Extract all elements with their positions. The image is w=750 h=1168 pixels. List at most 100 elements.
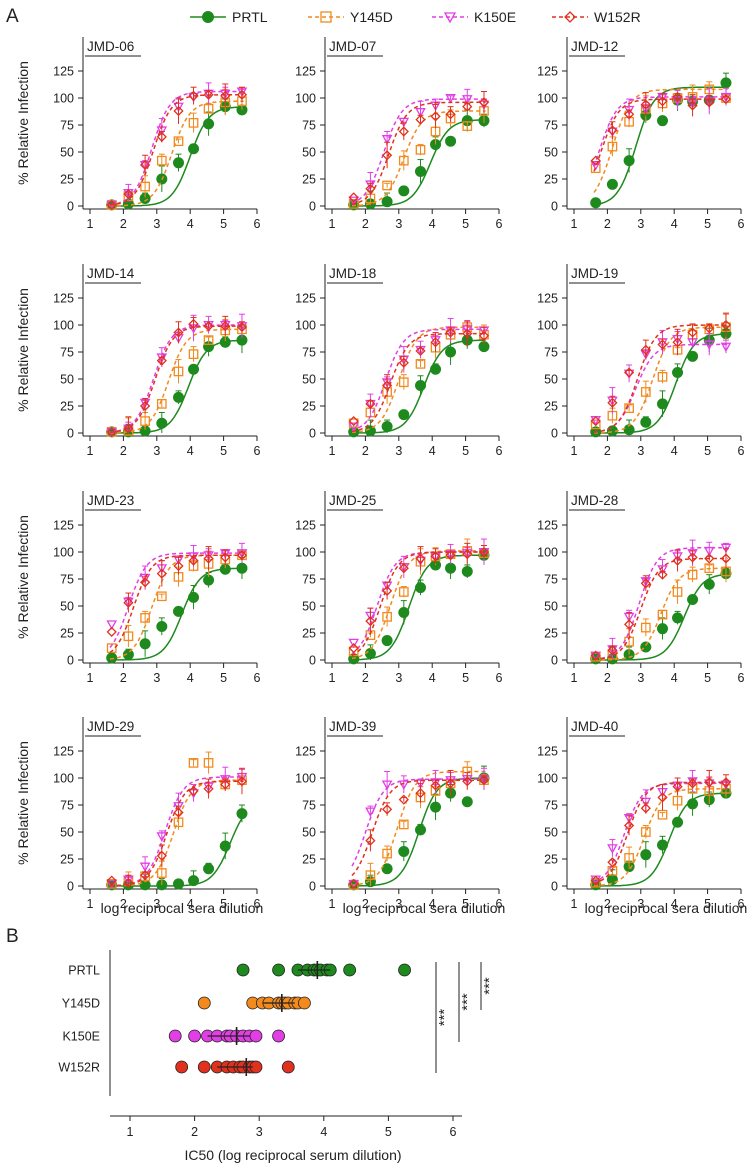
data-point-w152r xyxy=(173,807,184,818)
x-tick-label: 5 xyxy=(704,217,711,231)
data-point-prtl xyxy=(188,591,200,603)
y-tick-label: 0 xyxy=(551,427,558,441)
data-point-prtl xyxy=(445,562,457,574)
data-point-w152r xyxy=(623,820,635,831)
data-point-w152r xyxy=(173,560,184,572)
x-axis-title-col-2: log reciprocal sera dilution xyxy=(343,900,506,916)
data-point-prtl xyxy=(672,612,684,624)
data-point-w152r xyxy=(139,400,151,412)
ic50-x-tick-label: 2 xyxy=(191,1125,198,1139)
x-tick-label: 2 xyxy=(362,217,369,231)
ic50-category-prtl: PRTL xyxy=(68,964,100,978)
y-tick-label: 125 xyxy=(537,65,558,79)
data-point-w152r xyxy=(590,650,601,661)
data-point-w152r xyxy=(462,776,473,787)
data-point-y145d xyxy=(657,609,668,620)
x-tick-label: 5 xyxy=(462,671,469,685)
data-point-prtl xyxy=(640,849,652,861)
data-point-w152r xyxy=(123,597,134,608)
y-tick-label: 100 xyxy=(53,546,74,560)
data-point-prtl xyxy=(415,582,427,594)
data-point-w152r xyxy=(220,779,231,790)
data-point-w152r xyxy=(672,91,683,103)
ic50-x-axis-title: IC50 (log reciprocal serum dilution) xyxy=(184,1147,401,1163)
fit-curve-prtl xyxy=(594,333,728,434)
data-point-prtl xyxy=(236,808,248,820)
data-point-prtl xyxy=(398,409,410,421)
y-tick-label: 100 xyxy=(295,92,316,106)
data-point-prtl xyxy=(381,421,393,433)
x-tick-label: 1 xyxy=(87,444,94,458)
significance-label: *** xyxy=(459,993,476,1011)
data-point-prtl xyxy=(156,621,168,633)
data-point-y145d xyxy=(415,144,426,155)
x-tick-label: 5 xyxy=(704,444,711,458)
x-tick-label: 6 xyxy=(738,444,745,458)
y-tick-label: 25 xyxy=(302,627,316,641)
ic50-x-tick-label: 4 xyxy=(320,1125,327,1139)
data-point-w152r xyxy=(462,328,473,339)
data-point-y145d xyxy=(203,758,214,768)
data-point-k150e xyxy=(106,620,118,630)
data-point-w152r xyxy=(415,345,426,357)
x-tick-label: 5 xyxy=(462,897,469,911)
data-point-k150e xyxy=(398,780,410,791)
y-tick-label: 0 xyxy=(309,200,316,214)
data-point-k150e xyxy=(461,95,473,105)
data-point-w152r xyxy=(348,416,359,427)
data-point-w152r xyxy=(236,776,248,787)
legend-marker-y145d xyxy=(320,11,332,23)
fit-curve-w152r xyxy=(351,551,486,657)
x-tick-label: 2 xyxy=(120,671,127,685)
x-tick-label: 3 xyxy=(153,671,160,685)
data-point-y145d xyxy=(140,613,150,623)
y-tick-label: 75 xyxy=(302,573,316,587)
curve-panel-jmd-23: 0 25 50 75 100 125 1 2 3 4 5 6 JMD-23 % Relative Infe… xyxy=(15,491,261,685)
data-point-y145d xyxy=(365,870,376,881)
y-tick-label: 25 xyxy=(544,173,558,187)
x-tick-label: 2 xyxy=(604,671,611,685)
x-tick-label: 2 xyxy=(362,671,369,685)
y-tick-label: 125 xyxy=(53,292,74,306)
data-point-prtl xyxy=(415,379,427,391)
y-tick-label: 50 xyxy=(302,600,316,614)
data-point-w152r xyxy=(590,875,601,886)
y-tick-label: 75 xyxy=(302,799,316,813)
data-point-prtl xyxy=(156,417,168,429)
ic50-category-k150e: K150E xyxy=(62,1030,100,1044)
x-tick-label: 4 xyxy=(429,671,436,685)
x-tick-label: 1 xyxy=(571,444,578,458)
x-tick-label: 5 xyxy=(704,897,711,911)
data-point-w152r xyxy=(203,553,214,564)
data-point-w152r xyxy=(220,320,231,332)
data-point-y145d xyxy=(203,103,214,114)
data-point-w152r xyxy=(415,114,426,125)
x-tick-label: 6 xyxy=(254,444,261,458)
data-point-y145d xyxy=(173,136,184,147)
y-axis-title: % Relative Infection xyxy=(15,515,31,639)
x-tick-label: 5 xyxy=(220,217,227,231)
y-tick-label: 0 xyxy=(309,880,316,894)
data-point-w152r xyxy=(445,327,456,338)
fit-curve-prtl xyxy=(110,339,244,434)
data-point-prtl xyxy=(672,816,684,828)
data-point-y145d xyxy=(188,758,199,768)
legend-item-prtl: PRTL xyxy=(190,9,268,25)
data-point-w152r xyxy=(365,398,376,409)
x-tick-label: 4 xyxy=(671,444,678,458)
curve-panel-jmd-28: 0 25 50 75 100 125 1 2 3 4 5 6 JMD-28 xyxy=(537,491,745,685)
x-tick-label: 3 xyxy=(153,444,160,458)
legend-label-w152r: W152R xyxy=(594,9,641,25)
legend-label-y145d: Y145D xyxy=(350,9,393,25)
x-tick-label: 4 xyxy=(187,897,194,911)
data-point-prtl xyxy=(398,606,410,618)
x-tick-label: 5 xyxy=(462,444,469,458)
y-tick-label: 75 xyxy=(60,119,74,133)
data-point-w152r xyxy=(478,330,490,341)
sample-label: JMD-25 xyxy=(329,493,376,508)
curve-panel-jmd-14: 0 25 50 75 100 125 1 2 3 4 5 6 JMD-14 % Relative Infe… xyxy=(15,264,261,458)
data-point-w152r xyxy=(607,397,618,408)
data-point-y145d xyxy=(624,403,634,414)
x-tick-label: 4 xyxy=(429,217,436,231)
